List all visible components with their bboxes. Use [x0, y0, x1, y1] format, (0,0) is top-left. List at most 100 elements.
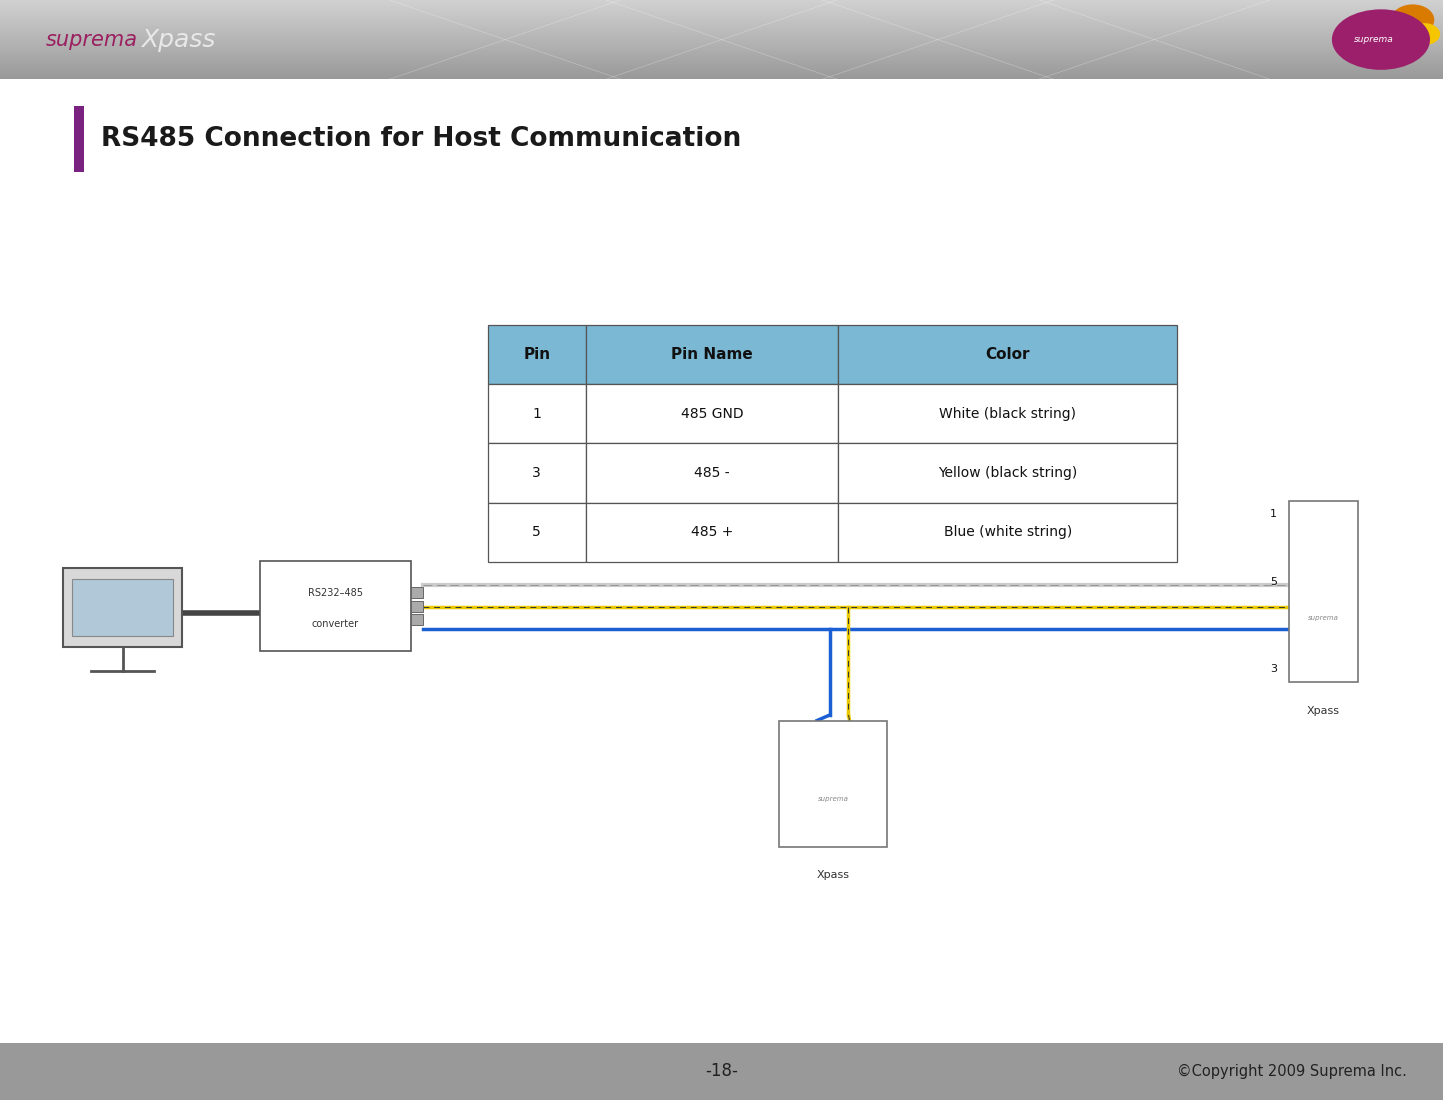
- Ellipse shape: [1332, 10, 1430, 70]
- Bar: [0, 16, 1443, 19]
- Bar: [0, 41, 1443, 43]
- Bar: [0, 23, 1443, 24]
- Bar: [0, 7, 1443, 9]
- Text: Xpass: Xpass: [141, 28, 216, 52]
- Text: 5: 5: [1270, 578, 1277, 587]
- Bar: [74, 106, 84, 172]
- Bar: [0, 30, 1443, 32]
- Text: Blue (white string): Blue (white string): [944, 526, 1072, 539]
- Text: ©Copyright 2009 Suprema Inc.: ©Copyright 2009 Suprema Inc.: [1177, 1064, 1407, 1079]
- Bar: [0, 45, 1443, 47]
- Bar: [411, 601, 423, 612]
- Bar: [0, 12, 1443, 14]
- Text: Pin Name: Pin Name: [671, 346, 753, 362]
- Bar: [0, 1, 1443, 3]
- Text: 485 GND: 485 GND: [681, 407, 743, 420]
- Bar: [0, 58, 1443, 60]
- Text: 485 +: 485 +: [691, 526, 733, 539]
- Bar: [260, 561, 411, 651]
- Bar: [0, 52, 1443, 54]
- Bar: [488, 443, 586, 503]
- Bar: [0, 72, 1443, 74]
- Bar: [0, 1043, 1443, 1100]
- Bar: [0, 18, 1443, 20]
- Bar: [0, 19, 1443, 21]
- Bar: [1289, 500, 1358, 682]
- Bar: [0, 60, 1443, 63]
- Text: 3: 3: [1270, 663, 1277, 674]
- Bar: [0, 51, 1443, 53]
- Bar: [0, 39, 1443, 41]
- Bar: [0, 3, 1443, 6]
- Bar: [0, 29, 1443, 31]
- Bar: [0, 35, 1443, 37]
- Bar: [411, 587, 423, 598]
- Bar: [0, 76, 1443, 78]
- Bar: [0, 2, 1443, 4]
- Bar: [0, 33, 1443, 34]
- Bar: [0, 40, 1443, 42]
- Bar: [0, 69, 1443, 72]
- Bar: [0, 74, 1443, 76]
- Text: Xpass: Xpass: [817, 869, 850, 880]
- Text: Xpass: Xpass: [1307, 705, 1339, 716]
- Bar: [488, 324, 586, 384]
- Ellipse shape: [1391, 4, 1434, 35]
- Bar: [63, 568, 182, 647]
- Bar: [779, 720, 887, 847]
- Bar: [0, 77, 1443, 79]
- Bar: [0, 68, 1443, 70]
- Bar: [0, 31, 1443, 33]
- Bar: [411, 614, 423, 625]
- Bar: [0, 36, 1443, 39]
- Text: White (black string): White (black string): [939, 407, 1076, 420]
- Bar: [0, 65, 1443, 67]
- Bar: [0, 4, 1443, 6]
- Bar: [586, 384, 838, 443]
- Text: 3: 3: [532, 466, 541, 480]
- Bar: [838, 324, 1177, 384]
- Bar: [0, 44, 1443, 46]
- Text: RS485 Connection for Host Communication: RS485 Connection for Host Communication: [101, 125, 742, 152]
- Bar: [488, 503, 586, 562]
- Text: 5: 5: [532, 526, 541, 539]
- Bar: [586, 443, 838, 503]
- Bar: [0, 66, 1443, 68]
- Bar: [0, 14, 1443, 16]
- Text: 1: 1: [1270, 508, 1277, 519]
- Bar: [0, 55, 1443, 57]
- Text: -18-: -18-: [706, 1063, 737, 1080]
- Bar: [586, 324, 838, 384]
- Bar: [0, 25, 1443, 28]
- Bar: [838, 443, 1177, 503]
- Bar: [0, 73, 1443, 75]
- Bar: [72, 579, 173, 636]
- Bar: [0, 67, 1443, 69]
- Bar: [0, 43, 1443, 44]
- Bar: [0, 54, 1443, 55]
- Bar: [0, 56, 1443, 58]
- Bar: [0, 0, 1443, 2]
- Bar: [0, 74, 1443, 75]
- Ellipse shape: [1408, 23, 1440, 45]
- Bar: [0, 37, 1443, 40]
- Bar: [0, 75, 1443, 77]
- Bar: [838, 384, 1177, 443]
- Text: 485 -: 485 -: [694, 466, 730, 480]
- Bar: [0, 57, 1443, 59]
- Text: Yellow (black string): Yellow (black string): [938, 466, 1078, 480]
- Text: RS232–485: RS232–485: [307, 587, 364, 597]
- Bar: [0, 34, 1443, 36]
- Bar: [0, 32, 1443, 34]
- Bar: [838, 503, 1177, 562]
- Bar: [0, 70, 1443, 73]
- Bar: [0, 33, 1443, 35]
- Bar: [0, 64, 1443, 66]
- Text: Color: Color: [986, 346, 1030, 362]
- Bar: [0, 48, 1443, 51]
- Bar: [0, 62, 1443, 64]
- Bar: [0, 63, 1443, 64]
- Text: suprema: suprema: [1307, 616, 1339, 622]
- Text: suprema: suprema: [1354, 35, 1394, 44]
- Bar: [0, 20, 1443, 22]
